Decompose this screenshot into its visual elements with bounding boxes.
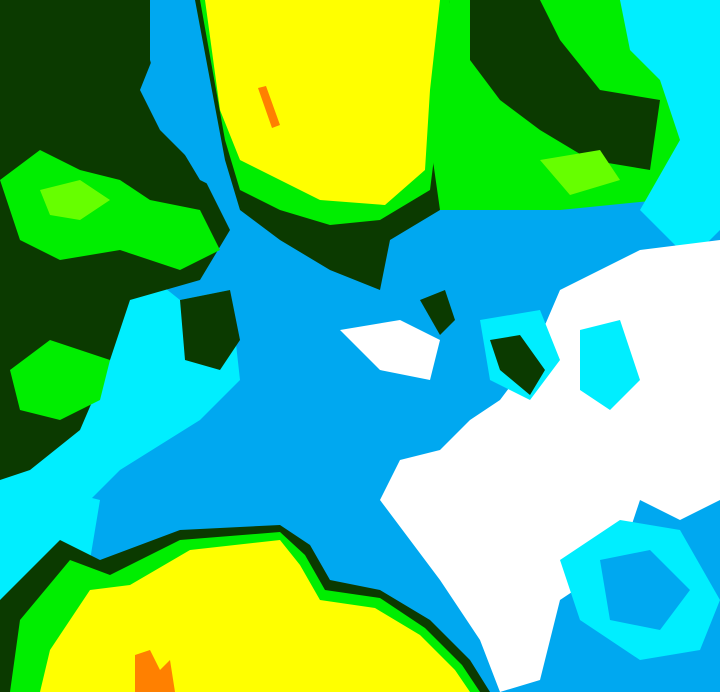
orange-spot-bottom <box>135 650 175 692</box>
orange-spot-top <box>258 86 280 128</box>
green-patch-mid-left <box>10 340 110 420</box>
dark-green-region-top-right <box>470 0 660 170</box>
dark-green-patch-center <box>420 290 455 335</box>
cyan-region-top-right <box>620 0 720 260</box>
white-patch-center <box>340 320 440 380</box>
lime-patch-left <box>40 180 110 220</box>
dark-green-patch-center-left <box>180 290 240 370</box>
cyan-patch-right-2 <box>580 320 640 410</box>
white-region-right <box>380 240 720 692</box>
dark-green-patch-right <box>490 335 545 395</box>
lime-patch-top-right <box>540 150 620 195</box>
yellow-region-top <box>205 0 440 205</box>
green-patches-left <box>0 150 220 270</box>
light-blue-patch-bottom-right <box>600 550 690 630</box>
